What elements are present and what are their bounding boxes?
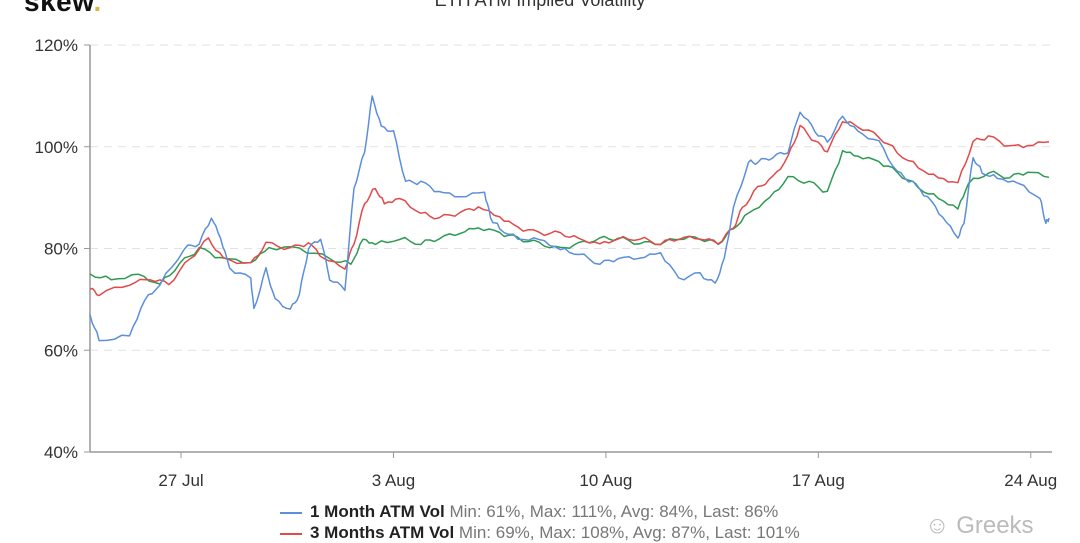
legend-swatch bbox=[280, 532, 302, 535]
x-axis: 27 Jul 3 Aug 10 Aug 17 Aug 24 Aug bbox=[158, 452, 1057, 490]
x-tick-label: 17 Aug bbox=[792, 471, 845, 490]
logo-text: skew bbox=[24, 0, 94, 17]
series-line-other bbox=[89, 149, 1050, 285]
legend-swatch bbox=[280, 511, 302, 514]
legend-stats: Min: 61%, Max: 111%, Avg: 84%, Last: 86% bbox=[449, 502, 779, 521]
legend-item-3m[interactable]: 3 Months ATM Vol Min: 69%, Max: 108%, Av… bbox=[280, 523, 800, 543]
legend-item-1m[interactable]: 1 Month ATM Vol Min: 61%, Max: 111%, Avg… bbox=[280, 502, 778, 522]
legend-stats: Min: 69%, Max: 108%, Avg: 87%, Last: 101… bbox=[458, 523, 800, 542]
x-tick-label: 3 Aug bbox=[372, 471, 416, 490]
wechat-icon: ☺ bbox=[925, 512, 950, 539]
watermark: ☺ Greeks bbox=[925, 512, 1034, 540]
watermark-text: Greeks bbox=[956, 512, 1034, 539]
x-tick-label: 24 Aug bbox=[1004, 471, 1057, 490]
y-tick-label: 60% bbox=[44, 341, 78, 360]
gridlines bbox=[90, 44, 1052, 351]
y-tick-label: 40% bbox=[44, 443, 78, 462]
skew-logo: skew. bbox=[24, 0, 102, 18]
y-axis: 40% 60% 80% 100% 120% bbox=[35, 36, 90, 462]
chart-title: ETH ATM Implied Volatility bbox=[434, 0, 646, 10]
legend-label: 1 Month ATM Vol bbox=[310, 502, 445, 521]
legend-label: 3 Months ATM Vol bbox=[310, 523, 455, 542]
series-line-1m bbox=[89, 95, 1050, 342]
y-tick-label: 80% bbox=[44, 240, 78, 259]
x-tick-label: 27 Jul bbox=[158, 471, 203, 490]
y-tick-label: 100% bbox=[35, 138, 78, 157]
series-line-3m bbox=[89, 120, 1050, 297]
series-lines bbox=[89, 95, 1050, 342]
y-tick-label: 120% bbox=[35, 36, 78, 55]
x-tick-label: 10 Aug bbox=[579, 471, 632, 490]
